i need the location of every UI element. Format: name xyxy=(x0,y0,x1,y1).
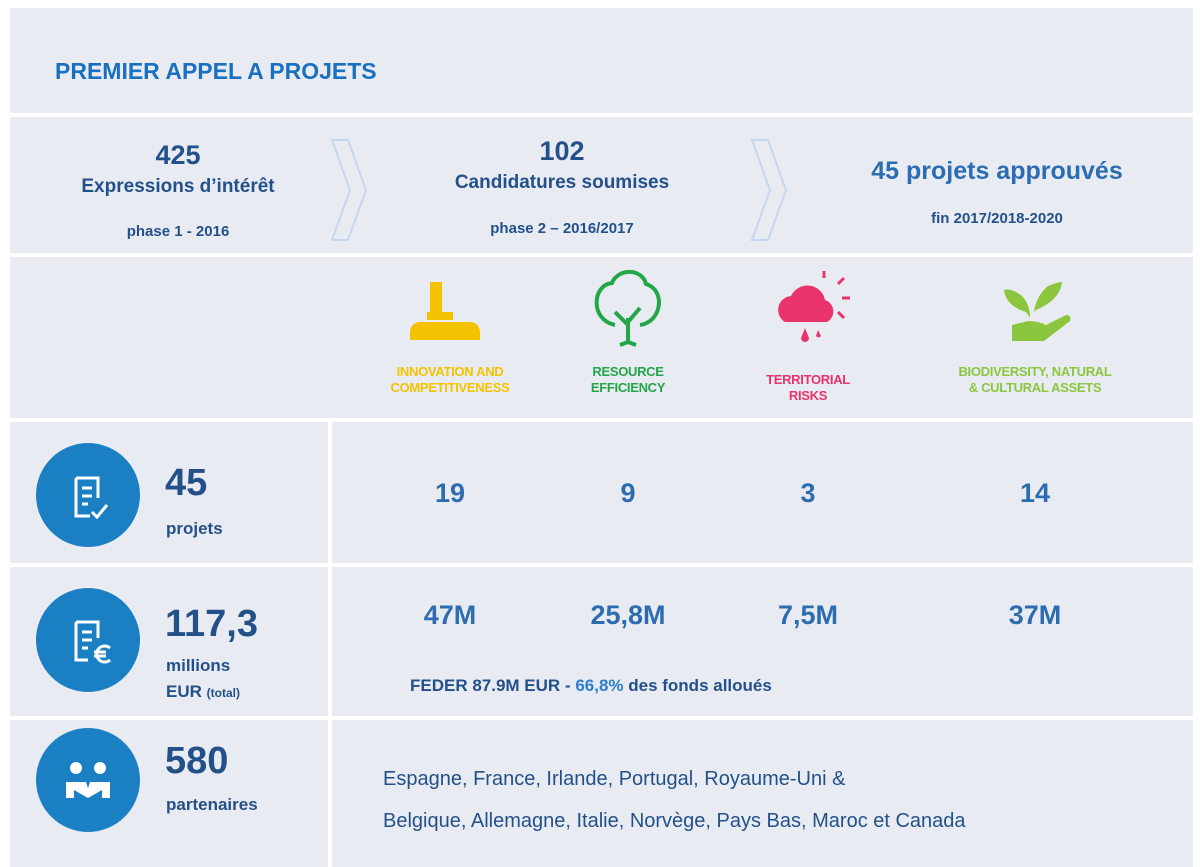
budget-cell: 25,8M xyxy=(590,600,666,630)
theme-label: TERRITORIAL xyxy=(766,372,850,387)
projects-cell: 14 xyxy=(1019,478,1051,508)
note-highlight: 66,8% xyxy=(575,676,624,695)
divider xyxy=(10,563,1193,567)
countries-line: Belgique, Allemagne, Italie, Norvège, Pa… xyxy=(383,810,966,832)
theme-label: BIODIVERSITY, NATURAL xyxy=(958,364,1112,379)
theme-label: EFFICIENCY xyxy=(590,380,666,395)
panel xyxy=(10,8,1193,867)
projects-unit: projets xyxy=(166,519,223,538)
theme-label: INNOVATION AND xyxy=(396,364,504,379)
divider xyxy=(328,420,332,867)
microscope-icon xyxy=(410,282,480,340)
tree-icon xyxy=(594,269,661,347)
document-check-icon xyxy=(74,476,109,520)
theme-label: RESOURCE xyxy=(592,364,664,379)
phase-label: Candidatures soumises xyxy=(454,172,670,193)
projects-value: 45 xyxy=(165,462,208,504)
phase-number: 425 xyxy=(155,140,201,170)
theme-icons xyxy=(410,269,1071,347)
phase-label: Expressions d’intérêt xyxy=(81,176,275,197)
theme-label: & CULTURAL ASSETS xyxy=(968,380,1102,395)
phase-sub: fin 2017/2018-2020 xyxy=(931,210,1063,227)
projects-cell: 9 xyxy=(620,478,636,508)
row-icons xyxy=(36,443,140,832)
budget-unit-note: (total) xyxy=(206,686,240,700)
divider xyxy=(10,113,1193,117)
budget-unit: EUR xyxy=(166,682,202,701)
divider xyxy=(10,716,1193,720)
plant-icon xyxy=(1004,282,1071,341)
projects-cell: 3 xyxy=(800,478,816,508)
projects-cell: 19 xyxy=(434,478,466,508)
budget-value: 117,3 xyxy=(165,603,258,645)
title: PREMIER APPEL A PROJETS xyxy=(55,58,377,84)
note-text: FEDER 87.9M EUR - xyxy=(410,676,576,695)
phase-sub: phase 2 – 2016/2017 xyxy=(490,220,634,237)
budget-cell: 47M xyxy=(423,600,477,630)
divider xyxy=(10,253,1193,257)
phase-label: 45 projets approuvés xyxy=(871,157,1123,185)
budget-note: FEDER 87.9M EUR - 66,8% des fonds alloué… xyxy=(410,676,772,696)
phase-sub: phase 1 - 2016 xyxy=(126,223,230,240)
budget-unit: millions xyxy=(166,656,231,675)
budget-cell: 37M xyxy=(1008,600,1062,630)
icon-circle xyxy=(36,728,140,832)
budget-cell: 7,5M xyxy=(777,600,839,630)
cloud-icon xyxy=(778,271,850,342)
budget-unit: EUR (total) xyxy=(166,680,240,705)
chevron xyxy=(750,139,788,241)
document-euro-icon xyxy=(74,620,111,664)
theme-label: COMPETITIVENESS xyxy=(390,380,510,395)
partners-value: 580 xyxy=(165,740,229,782)
countries-line: Espagne, France, Irlande, Portugal, Roya… xyxy=(383,768,846,790)
chevron xyxy=(330,139,368,241)
divider xyxy=(10,418,1193,422)
theme-label: RISKS xyxy=(788,388,828,403)
phase-number: 102 xyxy=(539,136,585,166)
partners-unit: partenaires xyxy=(166,795,258,814)
note-text: des fonds alloués xyxy=(623,676,772,695)
chevrons xyxy=(330,139,788,241)
partners-icon xyxy=(66,762,110,798)
